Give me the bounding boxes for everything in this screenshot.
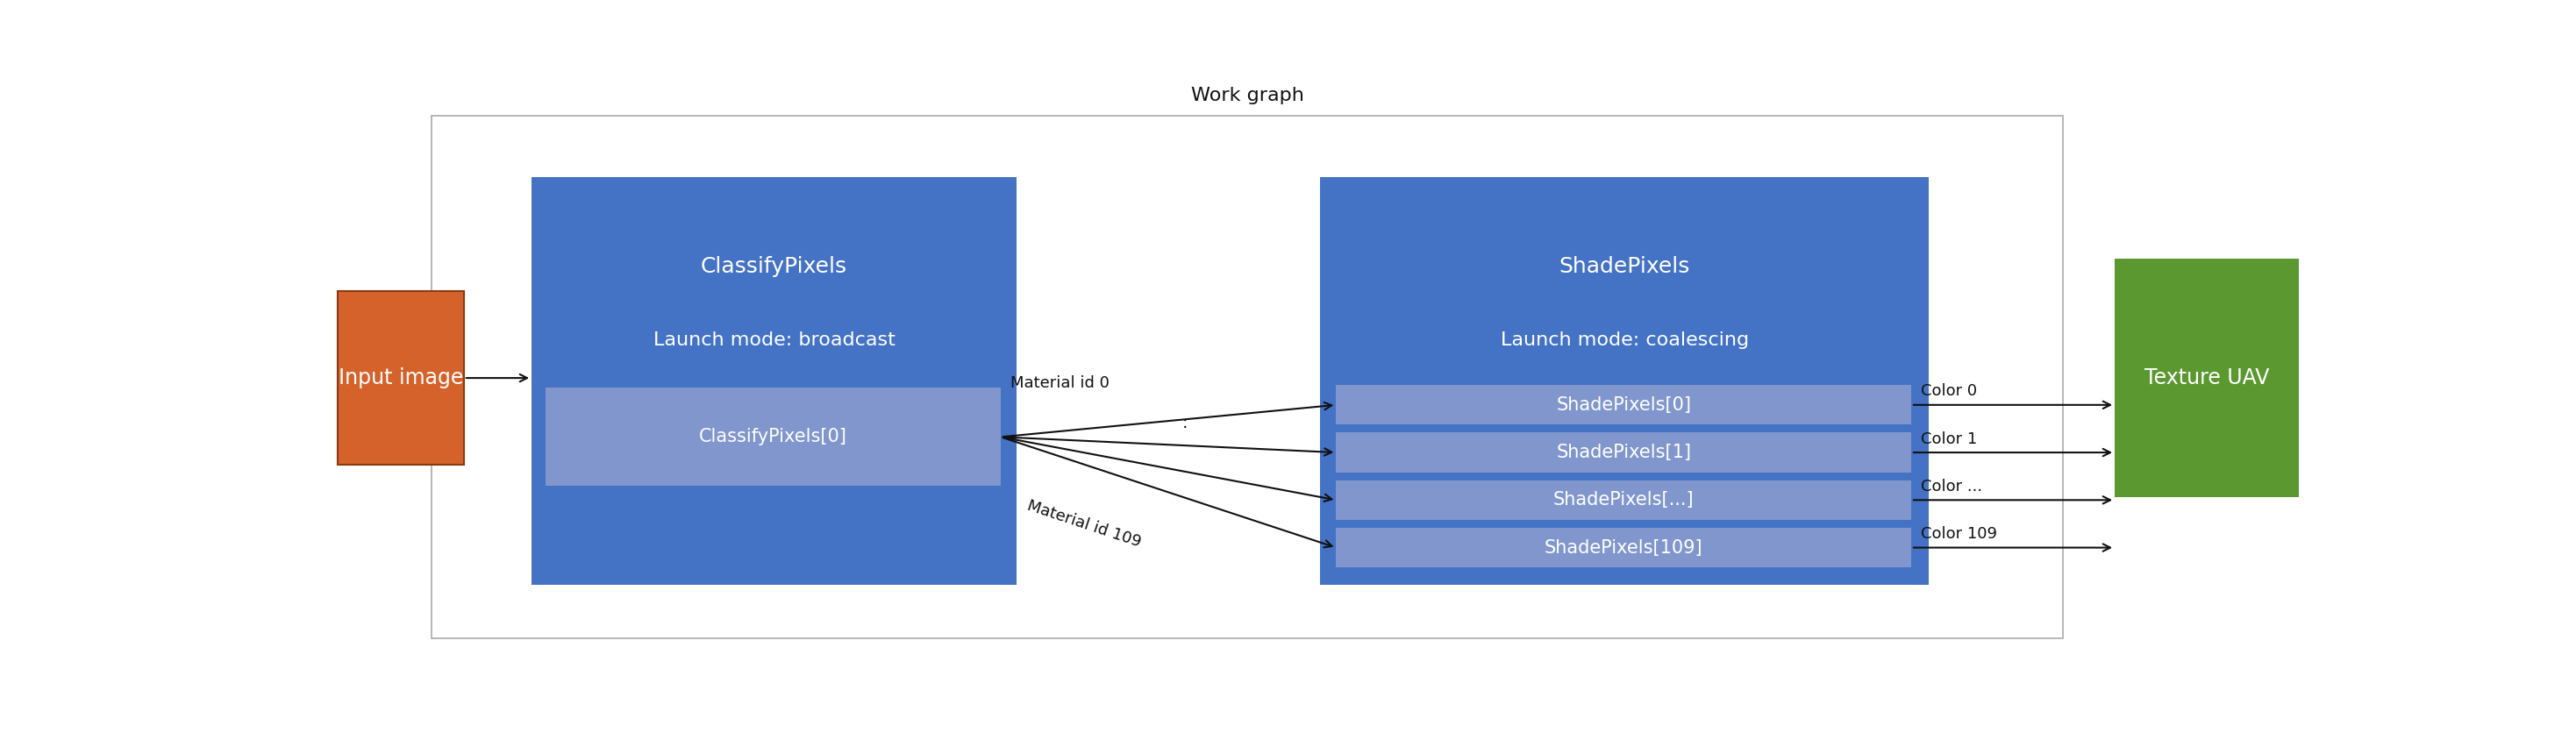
Text: Input image: Input image (337, 368, 464, 388)
Text: ClassifyPixels: ClassifyPixels (701, 256, 848, 278)
Text: ShadePixels[109]: ShadePixels[109] (1546, 539, 1703, 556)
Text: ShadePixels: ShadePixels (1558, 256, 1690, 278)
FancyBboxPatch shape (1319, 177, 1929, 585)
Text: ClassifyPixels[0]: ClassifyPixels[0] (698, 428, 848, 445)
FancyBboxPatch shape (1337, 480, 1911, 520)
Text: Material id 0: Material id 0 (1010, 375, 1110, 391)
Text: Work graph: Work graph (1190, 87, 1303, 105)
Text: ShadePixels[0]: ShadePixels[0] (1556, 396, 1692, 414)
FancyBboxPatch shape (1337, 385, 1911, 425)
Text: Material id 109: Material id 109 (1025, 498, 1144, 551)
Text: :: : (1182, 414, 1188, 431)
Text: Color ...: Color ... (1922, 479, 1984, 494)
Text: Color 1: Color 1 (1922, 431, 1978, 447)
Text: Launch mode: broadcast: Launch mode: broadcast (654, 332, 896, 349)
FancyBboxPatch shape (1337, 433, 1911, 472)
FancyBboxPatch shape (2115, 258, 2298, 497)
Text: ShadePixels[...]: ShadePixels[...] (1553, 491, 1695, 509)
FancyBboxPatch shape (1337, 528, 1911, 568)
Text: Texture UAV: Texture UAV (2143, 367, 2269, 388)
FancyBboxPatch shape (337, 291, 464, 465)
Text: Launch mode: coalescing: Launch mode: coalescing (1499, 332, 1749, 349)
Text: Color 109: Color 109 (1922, 526, 1996, 542)
FancyBboxPatch shape (531, 177, 1018, 585)
Text: Color 0: Color 0 (1922, 383, 1978, 399)
FancyBboxPatch shape (546, 388, 999, 486)
Text: ShadePixels[1]: ShadePixels[1] (1556, 444, 1692, 461)
